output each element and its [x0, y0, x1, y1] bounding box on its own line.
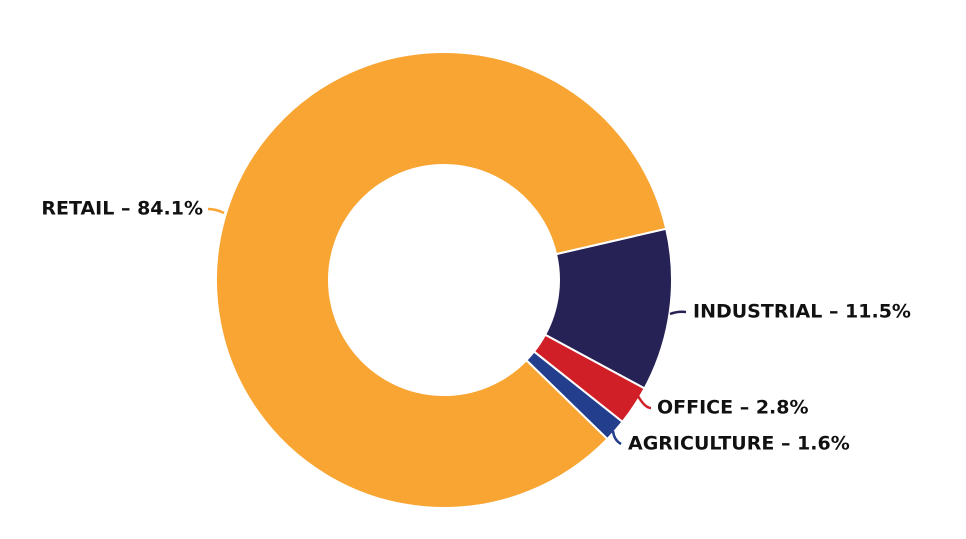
slice-label: AGRICULTURE – 1.6%	[628, 433, 850, 455]
leader-line	[636, 395, 652, 410]
leader-line	[669, 310, 687, 316]
slice-label: RETAIL – 84.1%	[41, 198, 203, 220]
slice-label: OFFICE – 2.8%	[657, 397, 809, 419]
slice-label: INDUSTRIAL – 11.5%	[693, 301, 911, 323]
leader-line	[207, 207, 225, 215]
leader-line	[611, 430, 622, 446]
donut-slice	[215, 51, 668, 509]
